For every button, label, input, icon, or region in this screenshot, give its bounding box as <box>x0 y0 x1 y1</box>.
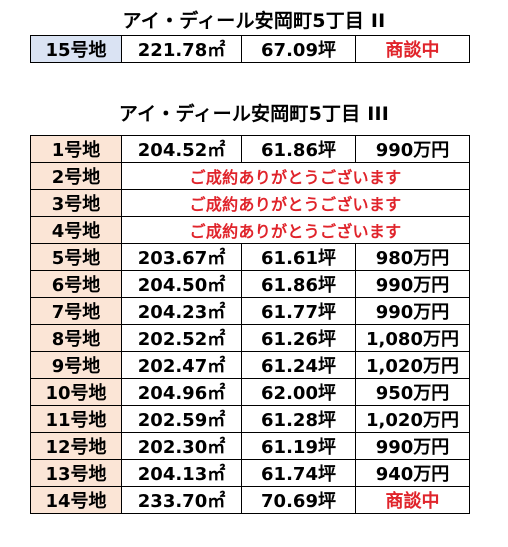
lot-number: 6号地 <box>30 270 122 298</box>
area-tsubo: 61.24坪 <box>241 351 356 379</box>
lot-number: 5号地 <box>30 243 122 271</box>
contracted-notice: ご成約ありがとうございます <box>121 189 470 217</box>
lot-row: 13号地 204.13㎡ 61.74坪 940万円 <box>30 459 470 487</box>
contracted-notice: ご成約ありがとうございます <box>121 162 470 190</box>
area-tsubo: 61.74坪 <box>241 459 356 487</box>
lot-number: 11号地 <box>30 405 122 433</box>
area-tsubo: 62.00坪 <box>241 378 356 406</box>
lot-table-iii: 1号地 204.52㎡ 61.86坪 990万円 2号地 ご成約ありがとうございます 3号地… <box>30 135 470 514</box>
price: 990万円 <box>355 135 470 163</box>
lot-row: 11号地 202.59㎡ 61.28坪 1,020万円 <box>30 405 470 433</box>
price: 950万円 <box>355 378 470 406</box>
lot-number: 15号地 <box>30 35 122 63</box>
area-sqm: 204.96㎡ <box>121 378 242 406</box>
area-tsubo: 61.86坪 <box>241 135 356 163</box>
price: 1,080万円 <box>355 324 470 352</box>
area-sqm: 202.52㎡ <box>121 324 242 352</box>
lot-number: 12号地 <box>30 432 122 460</box>
lot-row: 9号地 202.47㎡ 61.24坪 1,020万円 <box>30 351 470 379</box>
lot-number: 10号地 <box>30 378 122 406</box>
status-negotiating: 商談中 <box>355 35 470 63</box>
lot-row: 8号地 202.52㎡ 61.26坪 1,080万円 <box>30 324 470 352</box>
price: 990万円 <box>355 270 470 298</box>
lot-row: 5号地 203.67㎡ 61.61坪 980万円 <box>30 243 470 271</box>
lot-number: 13号地 <box>30 459 122 487</box>
area-sqm: 202.47㎡ <box>121 351 242 379</box>
area-sqm: 204.23㎡ <box>121 297 242 325</box>
lot-number: 2号地 <box>30 162 122 190</box>
area-sqm: 204.13㎡ <box>121 459 242 487</box>
lot-number: 3号地 <box>30 189 122 217</box>
price: 980万円 <box>355 243 470 271</box>
area-tsubo: 61.19坪 <box>241 432 356 460</box>
area-tsubo: 61.28坪 <box>241 405 356 433</box>
lot-number: 14号地 <box>30 486 122 514</box>
lot-table-ii: 15号地 221.78㎡ 67.09坪 商談中 <box>30 35 470 63</box>
area-tsubo: 70.69坪 <box>241 486 356 514</box>
lot-row: 1号地 204.52㎡ 61.86坪 990万円 <box>30 135 470 163</box>
section-title-iii: アイ・ディール安岡町5丁目 III <box>118 103 390 125</box>
price: 990万円 <box>355 297 470 325</box>
lot-number: 1号地 <box>30 135 122 163</box>
area-tsubo: 67.09坪 <box>241 35 356 63</box>
area-sqm: 202.30㎡ <box>121 432 242 460</box>
lot-row: 3号地 ご成約ありがとうございます <box>30 189 470 217</box>
lot-number: 4号地 <box>30 216 122 244</box>
price: 1,020万円 <box>355 405 470 433</box>
lot-row: 6号地 204.50㎡ 61.86坪 990万円 <box>30 270 470 298</box>
lot-row: 12号地 202.30㎡ 61.19坪 990万円 <box>30 432 470 460</box>
section-title-ii: アイ・ディール安岡町5丁目 II <box>122 10 386 32</box>
lot-row: 2号地 ご成約ありがとうございます <box>30 162 470 190</box>
lot-number: 9号地 <box>30 351 122 379</box>
lot-row: 14号地 233.70㎡ 70.69坪 商談中 <box>30 486 470 514</box>
status-negotiating: 商談中 <box>355 486 470 514</box>
area-sqm: 204.50㎡ <box>121 270 242 298</box>
lot-row: 10号地 204.96㎡ 62.00坪 950万円 <box>30 378 470 406</box>
area-tsubo: 61.86坪 <box>241 270 356 298</box>
area-sqm: 233.70㎡ <box>121 486 242 514</box>
area-tsubo: 61.77坪 <box>241 297 356 325</box>
lot-row: 7号地 204.23㎡ 61.77坪 990万円 <box>30 297 470 325</box>
area-sqm: 221.78㎡ <box>121 35 242 63</box>
contracted-notice: ご成約ありがとうございます <box>121 216 470 244</box>
area-sqm: 204.52㎡ <box>121 135 242 163</box>
price: 990万円 <box>355 432 470 460</box>
price: 940万円 <box>355 459 470 487</box>
lot-row: 4号地 ご成約ありがとうございます <box>30 216 470 244</box>
area-tsubo: 61.61坪 <box>241 243 356 271</box>
lot-row: 15号地 221.78㎡ 67.09坪 商談中 <box>30 35 470 63</box>
lot-number: 7号地 <box>30 297 122 325</box>
area-sqm: 203.67㎡ <box>121 243 242 271</box>
price: 1,020万円 <box>355 351 470 379</box>
lot-number: 8号地 <box>30 324 122 352</box>
area-sqm: 202.59㎡ <box>121 405 242 433</box>
area-tsubo: 61.26坪 <box>241 324 356 352</box>
